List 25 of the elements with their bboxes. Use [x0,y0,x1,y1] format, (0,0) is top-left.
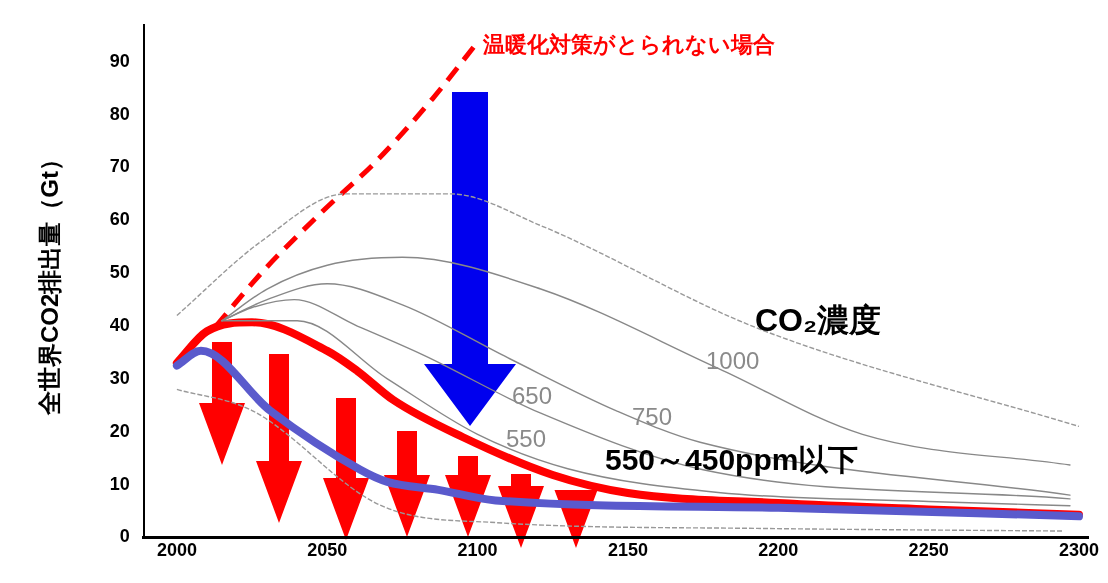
y-tick-label: 70 [109,156,130,177]
y-tick-label: 0 [119,526,130,547]
x-tick-label: 2300 [1058,540,1099,561]
annotation: 1000 [706,346,760,374]
series-label: 温暖化対策がとられない場合 [481,32,775,57]
annotation: CO₂濃度 [755,301,882,338]
y-tick-label: 10 [109,473,130,494]
y-tick-label: 50 [109,262,130,283]
x-tick-label: 2100 [457,540,498,561]
annotation: 750 [632,402,673,430]
annotation: 650 [512,381,553,409]
x-tick-label: 2250 [908,540,949,561]
x-tick-label: 2150 [607,540,648,561]
annotation: 550 [506,424,547,452]
annotation: 550～450ppm以下 [605,443,859,477]
y-tick-label: 60 [109,209,130,230]
y-tick-label: 40 [109,314,130,335]
y-tick-label: 30 [109,367,130,388]
y-tick-label: 80 [109,103,130,124]
x-tick-label: 2000 [156,540,197,561]
y-axis-title: 全世界CO2排出量（Gt） [36,147,64,417]
y-tick-label: 90 [109,50,130,71]
x-tick-label: 2200 [758,540,799,561]
x-tick-label: 2050 [307,540,348,561]
y-tick-label: 20 [109,420,130,441]
